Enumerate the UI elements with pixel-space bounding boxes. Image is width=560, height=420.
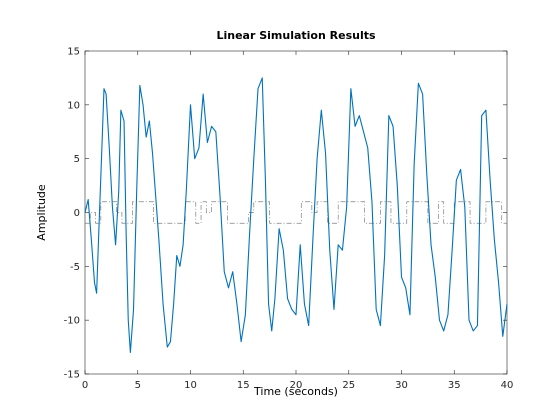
y-tick-label: -5: [70, 262, 80, 273]
input-signal-line: [85, 201, 507, 224]
y-tick-label: 5: [74, 154, 80, 165]
x-tick-label: 10: [184, 380, 197, 391]
x-tick-label: 15: [237, 380, 250, 391]
ticks-layer: 0 5 10 15 20 25 30 35 40 -15 -10 -5 0 5 10 15: [64, 47, 514, 392]
plot-area: [84, 50, 508, 375]
y-tick-label: -10: [64, 316, 80, 327]
x-tick-label: 35: [448, 380, 461, 391]
y-tick-label: -15: [64, 370, 80, 381]
x-tick-label: 20: [290, 380, 303, 391]
y-axis-label: Amplitude: [35, 184, 48, 241]
response-signal-line: [84, 77, 508, 354]
y-tick-label: 10: [67, 100, 80, 111]
x-tick-label: 5: [135, 380, 141, 391]
x-tick-label: 40: [501, 380, 514, 391]
x-tick-label: 25: [342, 380, 355, 391]
y-tick-label: 15: [67, 47, 80, 58]
x-tick-label: 30: [395, 380, 408, 391]
y-tick-label: 0: [74, 208, 80, 219]
x-tick-label: 0: [82, 380, 88, 391]
series-layer: [84, 77, 508, 354]
chart-title: Linear Simulation Results: [216, 29, 376, 42]
x-axis-label: Time (seconds): [253, 385, 338, 398]
